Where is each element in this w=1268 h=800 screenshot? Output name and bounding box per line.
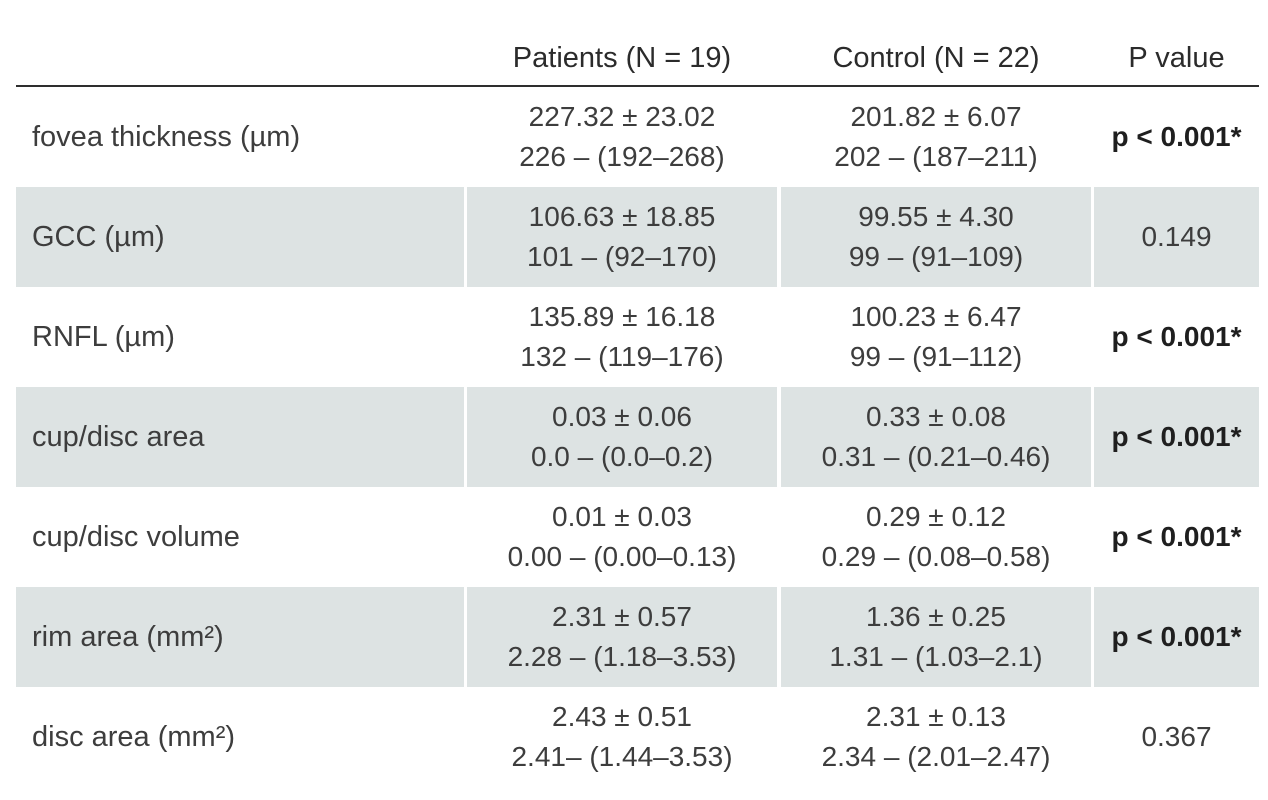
p-value-cell: 0.149: [1094, 187, 1259, 287]
row-label-cell: RNFL (µm): [16, 287, 464, 387]
row-label: fovea thickness (µm): [32, 120, 301, 153]
table-body: fovea thickness (µm) 227.32 ± 23.02 226 – …: [16, 87, 1259, 787]
p-value: p < 0.001*: [1111, 321, 1242, 352]
control-cell: 99.55 ± 4.30 99 – (91–109): [781, 187, 1091, 287]
patients-mean-sd: 227.32 ± 23.02: [528, 101, 716, 132]
row-label: GCC (µm): [32, 220, 165, 253]
p-value-cell: p < 0.001*: [1094, 287, 1259, 387]
row-label: cup/disc volume: [32, 520, 240, 553]
row-label: cup/disc area: [32, 420, 205, 453]
table-row: cup/disc area 0.03 ± 0.06 0.0 – (0.0–0.2) 0…: [16, 387, 1259, 487]
patients-cell: 0.03 ± 0.06 0.0 – (0.0–0.2): [467, 387, 777, 487]
patients-median-range: 132 – (119–176): [520, 341, 724, 372]
control-cell: 2.31 ± 0.13 2.34 – (2.01–2.47): [781, 687, 1091, 787]
row-label-cell: cup/disc area: [16, 387, 464, 487]
row-label: RNFL (µm): [32, 320, 175, 353]
patients-mean-sd: 106.63 ± 18.85: [528, 201, 716, 232]
control-median-range: 99 – (91–109): [848, 241, 1024, 272]
control-cell: 100.23 ± 6.47 99 – (91–112): [781, 287, 1091, 387]
control-median-range: 2.34 – (2.01–2.47): [821, 741, 1051, 772]
patients-mean-sd: 135.89 ± 16.18: [528, 301, 716, 332]
control-median-range: 0.29 – (0.08–0.58): [821, 541, 1051, 572]
results-table: Patients (N = 19) Control (N = 22) P val…: [16, 30, 1259, 787]
control-median-range: 202 – (187–211): [834, 141, 1038, 172]
p-value-cell: p < 0.001*: [1094, 87, 1259, 187]
p-value-cell: p < 0.001*: [1094, 487, 1259, 587]
control-cell: 0.29 ± 0.12 0.29 – (0.08–0.58): [781, 487, 1091, 587]
row-label-cell: cup/disc volume: [16, 487, 464, 587]
table-header: Patients (N = 19) Control (N = 22) P val…: [16, 30, 1259, 87]
p-value: p < 0.001*: [1111, 121, 1242, 152]
table-row: cup/disc volume 0.01 ± 0.03 0.00 – (0.00–0…: [16, 487, 1259, 587]
control-cell: 0.33 ± 0.08 0.31 – (0.21–0.46): [781, 387, 1091, 487]
patients-mean-sd: 2.31 ± 0.57: [552, 601, 692, 632]
patients-median-range: 2.41– (1.44–3.53): [511, 741, 733, 772]
patients-mean-sd: 0.01 ± 0.03: [552, 501, 692, 532]
table-row: fovea thickness (µm) 227.32 ± 23.02 226 – …: [16, 87, 1259, 187]
p-value: p < 0.001*: [1111, 421, 1242, 452]
patients-median-range: 2.28 – (1.18–3.53): [507, 641, 737, 672]
header-control: Control (N = 22): [832, 42, 1040, 74]
row-label-cell: fovea thickness (µm): [16, 87, 464, 187]
patients-mean-sd: 0.03 ± 0.06: [552, 401, 692, 432]
control-mean-sd: 201.82 ± 6.07: [850, 101, 1022, 132]
table-row: disc area (mm²) 2.43 ± 0.51 2.41– (1.44–3.…: [16, 687, 1259, 787]
control-median-range: 1.31 – (1.03–2.1): [829, 641, 1043, 672]
table-row: GCC (µm) 106.63 ± 18.85 101 – (92–170) 99.5…: [16, 187, 1259, 287]
control-mean-sd: 0.29 ± 0.12: [866, 501, 1006, 532]
patients-cell: 2.43 ± 0.51 2.41– (1.44–3.53): [467, 687, 777, 787]
patients-cell: 135.89 ± 16.18 132 – (119–176): [467, 287, 777, 387]
p-value: p < 0.001*: [1111, 521, 1242, 552]
patients-cell: 227.32 ± 23.02 226 – (192–268): [467, 87, 777, 187]
header-p-value: P value: [1128, 42, 1225, 74]
control-median-range: 99 – (91–112): [849, 341, 1023, 372]
row-label-cell: rim area (mm²): [16, 587, 464, 687]
row-label: rim area (mm²): [32, 620, 224, 653]
patients-cell: 106.63 ± 18.85 101 – (92–170): [467, 187, 777, 287]
control-mean-sd: 99.55 ± 4.30: [858, 201, 1014, 232]
control-mean-sd: 0.33 ± 0.08: [866, 401, 1006, 432]
row-label-cell: disc area (mm²): [16, 687, 464, 787]
header-patients: Patients (N = 19): [512, 42, 732, 74]
patients-median-range: 0.0 – (0.0–0.2): [530, 441, 714, 472]
control-mean-sd: 100.23 ± 6.47: [850, 301, 1022, 332]
p-value-cell: p < 0.001*: [1094, 387, 1259, 487]
control-cell: 1.36 ± 0.25 1.31 – (1.03–2.1): [781, 587, 1091, 687]
control-median-range: 0.31 – (0.21–0.46): [821, 441, 1051, 472]
table-row: RNFL (µm) 135.89 ± 16.18 132 – (119–176) 10…: [16, 287, 1259, 387]
table-row: rim area (mm²) 2.31 ± 0.57 2.28 – (1.18–3.…: [16, 587, 1259, 687]
row-label: disc area (mm²): [32, 720, 236, 753]
patients-mean-sd: 2.43 ± 0.51: [552, 701, 692, 732]
p-value: p < 0.001*: [1111, 621, 1242, 652]
patients-median-range: 0.00 – (0.00–0.13): [507, 541, 737, 572]
patients-median-range: 226 – (192–268): [519, 141, 725, 172]
patients-cell: 0.01 ± 0.03 0.00 – (0.00–0.13): [467, 487, 777, 587]
control-cell: 201.82 ± 6.07 202 – (187–211): [781, 87, 1091, 187]
p-value: 0.367: [1141, 721, 1212, 752]
patients-cell: 2.31 ± 0.57 2.28 – (1.18–3.53): [467, 587, 777, 687]
p-value: 0.149: [1141, 221, 1212, 252]
row-label-cell: GCC (µm): [16, 187, 464, 287]
control-mean-sd: 2.31 ± 0.13: [866, 701, 1006, 732]
p-value-cell: p < 0.001*: [1094, 587, 1259, 687]
control-mean-sd: 1.36 ± 0.25: [866, 601, 1006, 632]
p-value-cell: 0.367: [1094, 687, 1259, 787]
patients-median-range: 101 – (92–170): [527, 241, 717, 272]
